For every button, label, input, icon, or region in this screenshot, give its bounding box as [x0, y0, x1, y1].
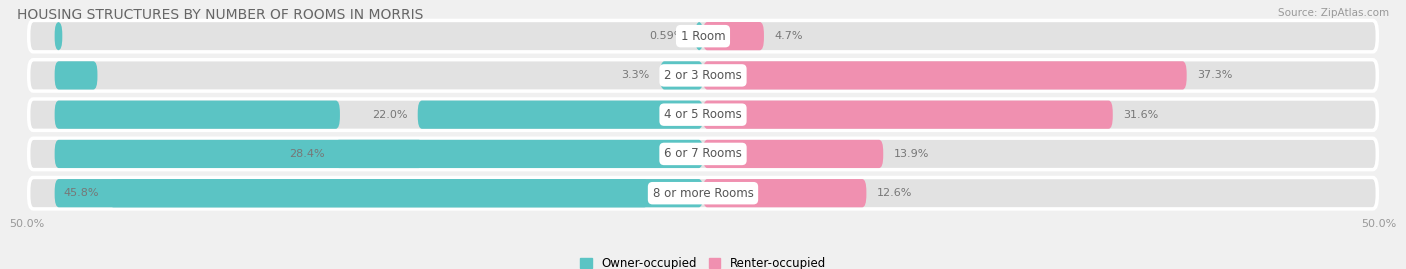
FancyBboxPatch shape: [703, 22, 763, 50]
FancyBboxPatch shape: [55, 179, 648, 207]
Text: 50.0%: 50.0%: [1361, 219, 1396, 229]
FancyBboxPatch shape: [335, 140, 703, 168]
Text: 6 or 7 Rooms: 6 or 7 Rooms: [664, 147, 742, 160]
FancyBboxPatch shape: [55, 101, 340, 129]
FancyBboxPatch shape: [418, 101, 703, 129]
Text: 45.8%: 45.8%: [63, 188, 98, 198]
FancyBboxPatch shape: [703, 140, 883, 168]
Text: 31.6%: 31.6%: [1123, 110, 1159, 120]
FancyBboxPatch shape: [110, 179, 703, 207]
Text: 1 Room: 1 Room: [681, 30, 725, 43]
Text: 4 or 5 Rooms: 4 or 5 Rooms: [664, 108, 742, 121]
FancyBboxPatch shape: [703, 101, 1112, 129]
FancyBboxPatch shape: [28, 178, 1378, 209]
FancyBboxPatch shape: [55, 140, 423, 168]
Text: 2 or 3 Rooms: 2 or 3 Rooms: [664, 69, 742, 82]
Text: 50.0%: 50.0%: [10, 219, 45, 229]
FancyBboxPatch shape: [28, 20, 1378, 52]
FancyBboxPatch shape: [28, 60, 1378, 91]
Text: HOUSING STRUCTURES BY NUMBER OF ROOMS IN MORRIS: HOUSING STRUCTURES BY NUMBER OF ROOMS IN…: [17, 8, 423, 22]
FancyBboxPatch shape: [28, 138, 1378, 170]
FancyBboxPatch shape: [55, 22, 62, 50]
Text: 0.59%: 0.59%: [650, 31, 685, 41]
FancyBboxPatch shape: [703, 179, 866, 207]
Text: 28.4%: 28.4%: [288, 149, 325, 159]
Text: 4.7%: 4.7%: [775, 31, 803, 41]
FancyBboxPatch shape: [703, 61, 1187, 90]
Legend: Owner-occupied, Renter-occupied: Owner-occupied, Renter-occupied: [579, 257, 827, 269]
Text: 3.3%: 3.3%: [621, 70, 650, 80]
Text: 8 or more Rooms: 8 or more Rooms: [652, 187, 754, 200]
FancyBboxPatch shape: [28, 99, 1378, 130]
FancyBboxPatch shape: [661, 61, 703, 90]
Text: 22.0%: 22.0%: [371, 110, 408, 120]
Text: 12.6%: 12.6%: [877, 188, 912, 198]
Text: Source: ZipAtlas.com: Source: ZipAtlas.com: [1278, 8, 1389, 18]
FancyBboxPatch shape: [55, 61, 97, 90]
Text: 37.3%: 37.3%: [1197, 70, 1233, 80]
Text: 13.9%: 13.9%: [894, 149, 929, 159]
FancyBboxPatch shape: [696, 22, 703, 50]
